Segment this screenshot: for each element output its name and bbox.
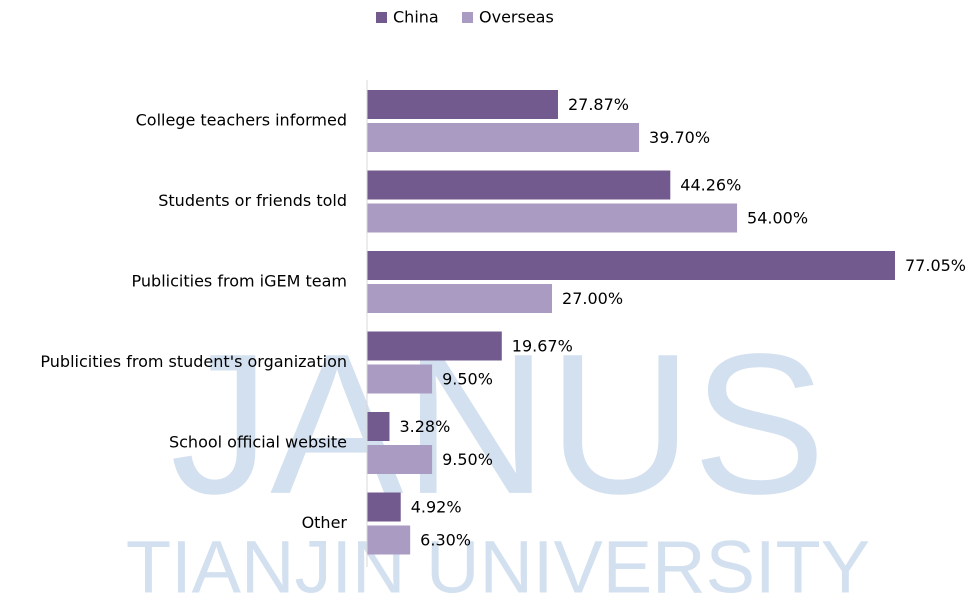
bar <box>367 90 558 119</box>
value-label: 3.28% <box>399 417 450 436</box>
value-label: 54.00% <box>747 209 808 228</box>
bar <box>367 364 433 394</box>
bar <box>367 331 502 361</box>
value-label: 19.67% <box>512 337 573 356</box>
value-label: 9.50% <box>442 370 493 389</box>
value-label: 44.26% <box>680 176 741 195</box>
value-label: 4.92% <box>411 498 462 517</box>
value-label: 9.50% <box>442 450 493 469</box>
category-label: Other <box>302 513 348 532</box>
value-label: 77.05% <box>905 256 966 275</box>
value-label: 27.87% <box>568 95 629 114</box>
legend-label: Overseas <box>479 8 554 27</box>
category-label: Students or friends told <box>158 191 347 210</box>
category-label: Publicities from student's organization <box>40 352 347 371</box>
value-label: 27.00% <box>562 289 623 308</box>
bar <box>367 123 640 152</box>
bar <box>367 251 895 280</box>
category-label: Publicities from iGEM team <box>132 272 347 291</box>
category-label: School official website <box>169 433 347 452</box>
value-label: 6.30% <box>420 531 471 550</box>
bar <box>367 525 411 555</box>
bar <box>367 445 433 474</box>
watermark-text: TIANJIN UNIVERSITY <box>126 526 870 608</box>
bar <box>367 492 401 522</box>
bar <box>367 284 553 313</box>
legend-swatch <box>462 12 473 23</box>
legend-swatch <box>376 12 387 23</box>
category-label: College teachers informed <box>136 111 347 130</box>
value-label: 39.70% <box>649 128 710 147</box>
bar <box>367 412 390 441</box>
legend-label: China <box>393 8 439 27</box>
bar <box>367 203 738 233</box>
bar <box>367 170 671 200</box>
